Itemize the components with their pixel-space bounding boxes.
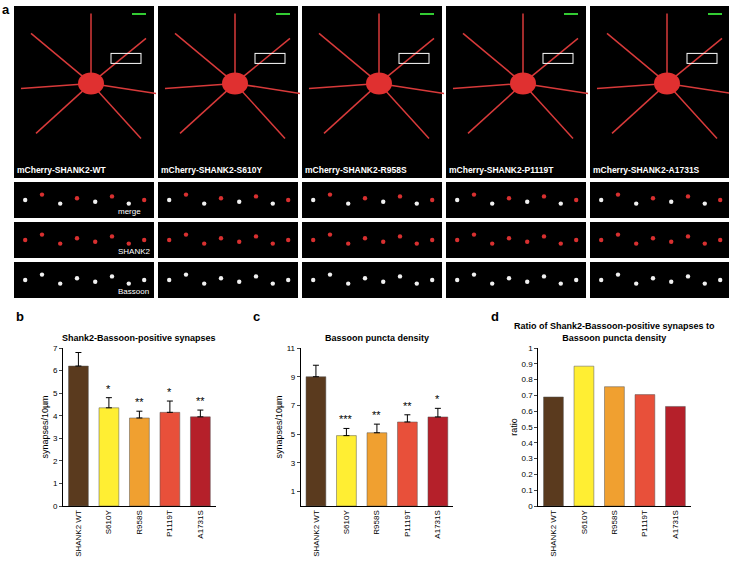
svg-text:0.6: 0.6 xyxy=(521,407,533,416)
svg-text:5: 5 xyxy=(291,430,296,439)
svg-text:ratio: ratio xyxy=(509,418,519,436)
svg-text:4: 4 xyxy=(53,412,58,421)
svg-text:SHANK2 WT: SHANK2 WT xyxy=(549,510,558,557)
svg-text:A1731S: A1731S xyxy=(671,510,680,538)
svg-text:SHANK2 WT: SHANK2 WT xyxy=(74,510,83,557)
svg-text:P1119T: P1119T xyxy=(165,510,174,537)
svg-text:S610Y: S610Y xyxy=(342,510,351,535)
svg-text:R958S: R958S xyxy=(610,510,619,534)
svg-text:SHANK2 WT: SHANK2 WT xyxy=(312,510,321,557)
svg-text:0.3: 0.3 xyxy=(521,454,533,463)
svg-text:1: 1 xyxy=(291,487,296,496)
svg-text:0.1: 0.1 xyxy=(521,486,533,495)
svg-text:***: *** xyxy=(339,413,353,425)
svg-text:mCherry-SHANK2-S610Y: mCherry-SHANK2-S610Y xyxy=(161,165,262,175)
svg-text:mCherry-SHANK2-WT: mCherry-SHANK2-WT xyxy=(17,165,107,175)
svg-text:9: 9 xyxy=(291,373,296,382)
svg-text:*: * xyxy=(106,383,111,395)
svg-text:**: ** xyxy=(403,400,412,412)
svg-text:0.2: 0.2 xyxy=(521,470,533,479)
svg-text:**: ** xyxy=(196,395,205,407)
svg-text:7: 7 xyxy=(291,401,296,410)
svg-text:SHANK2: SHANK2 xyxy=(118,247,151,256)
svg-text:mCherry-SHANK2-P1119T: mCherry-SHANK2-P1119T xyxy=(449,165,554,175)
svg-text:d: d xyxy=(491,309,499,324)
svg-text:c: c xyxy=(253,309,260,324)
svg-text:*: * xyxy=(435,393,440,405)
svg-text:*: * xyxy=(167,386,172,398)
svg-text:mCherry-SHANK2-A1731S: mCherry-SHANK2-A1731S xyxy=(593,165,700,175)
svg-text:A1731S: A1731S xyxy=(196,510,205,538)
svg-text:5: 5 xyxy=(53,389,58,398)
svg-text:**: ** xyxy=(372,409,381,421)
svg-text:Shank2-Bassoon-positive synaps: Shank2-Bassoon-positive synapses xyxy=(62,333,216,343)
svg-text:S610Y: S610Y xyxy=(580,510,589,535)
svg-text:1: 1 xyxy=(53,479,58,488)
svg-text:P1119T: P1119T xyxy=(641,510,650,537)
svg-text:0: 0 xyxy=(528,502,533,511)
svg-text:synapses/10µm: synapses/10µm xyxy=(40,395,50,458)
svg-text:11: 11 xyxy=(287,344,296,353)
svg-text:S610Y: S610Y xyxy=(105,510,114,535)
svg-text:0.9: 0.9 xyxy=(521,360,533,369)
svg-text:Bassoon: Bassoon xyxy=(118,287,149,296)
svg-text:7: 7 xyxy=(53,344,58,353)
svg-text:synapses/10µm: synapses/10µm xyxy=(274,395,284,458)
svg-text:R958S: R958S xyxy=(373,510,382,534)
svg-text:Ratio of Shank2-Bassoon-positi: Ratio of Shank2-Bassoon-positive synapse… xyxy=(514,321,715,343)
svg-text:1: 1 xyxy=(528,344,533,353)
svg-text:2: 2 xyxy=(53,457,58,466)
svg-text:P1119T: P1119T xyxy=(403,510,412,537)
svg-text:**: ** xyxy=(135,396,144,408)
svg-text:A1731S: A1731S xyxy=(433,510,442,538)
svg-text:0.4: 0.4 xyxy=(521,439,533,448)
svg-text:a: a xyxy=(2,2,10,17)
svg-text:6: 6 xyxy=(53,366,58,375)
svg-text:0.5: 0.5 xyxy=(521,423,533,432)
svg-text:merge: merge xyxy=(118,207,141,216)
svg-text:0.8: 0.8 xyxy=(521,375,533,384)
svg-text:b: b xyxy=(16,309,24,324)
svg-text:R958S: R958S xyxy=(135,510,144,534)
svg-text:3: 3 xyxy=(53,434,58,443)
svg-text:Bassoon puncta density: Bassoon puncta density xyxy=(325,333,429,343)
svg-text:0.7: 0.7 xyxy=(521,391,533,400)
svg-text:3: 3 xyxy=(291,459,296,468)
svg-text:0: 0 xyxy=(53,502,58,511)
svg-text:mCherry-SHANK2-R958S: mCherry-SHANK2-R958S xyxy=(305,165,407,175)
